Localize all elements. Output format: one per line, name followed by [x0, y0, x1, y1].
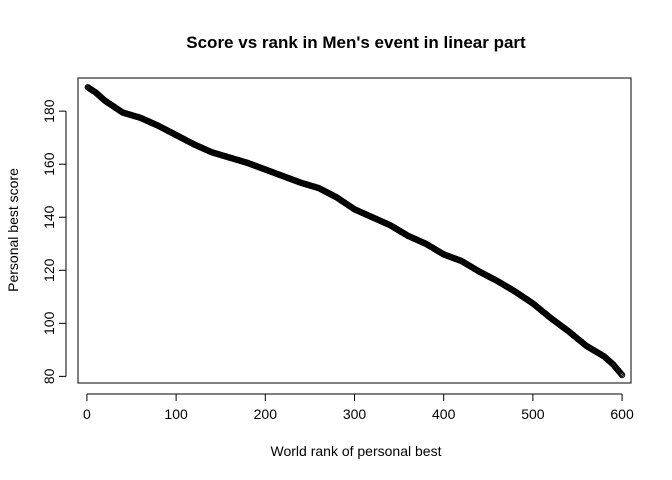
- y-tick-label: 80: [41, 368, 57, 384]
- y-tick-label: 100: [41, 311, 57, 335]
- plot-area: [77, 77, 632, 384]
- y-tick-label: 180: [41, 99, 57, 123]
- data-points: [84, 84, 626, 379]
- x-tick-label: 100: [164, 406, 188, 422]
- y-tick-label: 120: [41, 258, 57, 282]
- data-point: [617, 370, 625, 378]
- x-axis-label: World rank of personal best: [271, 443, 442, 459]
- y-axis: 80 100 120 140 160 180: [41, 99, 67, 384]
- y-axis-label: Personal best score: [5, 168, 21, 292]
- y-tick-label: 160: [41, 152, 57, 176]
- x-axis: 0 100 200 300 400 500 600: [83, 393, 634, 422]
- x-tick-label: 200: [254, 406, 278, 422]
- x-tick-label: 300: [343, 406, 367, 422]
- x-tick-label: 400: [432, 406, 456, 422]
- x-tick-label: 600: [610, 406, 634, 422]
- data-point: [618, 371, 626, 379]
- y-tick-label: 140: [41, 205, 57, 229]
- chart-title: Score vs rank in Men's event in linear p…: [186, 33, 526, 52]
- x-tick-label: 0: [83, 406, 91, 422]
- x-tick-label: 500: [521, 406, 545, 422]
